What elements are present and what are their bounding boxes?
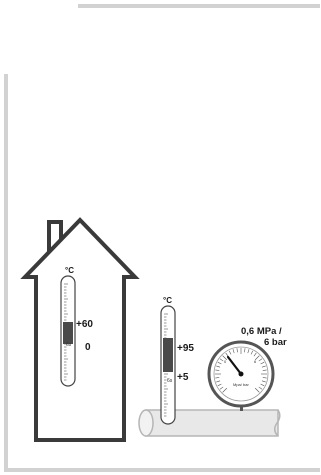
frame (4, 4, 320, 472)
pressure-gauge-tick (215, 377, 220, 379)
pressure-gauge-dial-unit: Mpa/ bar (233, 382, 249, 387)
pressure-gauge-tick (219, 386, 224, 390)
pressure-gauge-needle (226, 355, 243, 376)
pipe (138, 409, 281, 437)
pipe-thermometer-range-high: +95 (177, 343, 194, 354)
pressure-gauge-tick (260, 383, 265, 387)
pipe-thermometer-unit: °C (163, 296, 172, 305)
pressure-gauge-tick (225, 352, 229, 357)
house-thermometer-range-band (63, 322, 73, 344)
frame-left-bar (4, 74, 8, 472)
pressure-gauge: 0,6 MPa / 6 bar 0 6 Mpa/ bar (207, 326, 287, 411)
house-thermometer-range-low: 0 (85, 342, 91, 353)
pressure-gauge-tick (247, 349, 250, 354)
pressure-gauge-scale-high: 6 (254, 359, 257, 364)
pressure-gauge-tick (258, 386, 263, 390)
house-thermometer-range-high: +60 (76, 319, 93, 330)
pressure-gauge-tick (228, 350, 232, 355)
pressure-gauge-tick (232, 349, 235, 354)
pressure-gauge-tick (260, 361, 265, 365)
frame-top-bar (78, 4, 320, 8)
pressure-gauge-tick (217, 361, 222, 365)
pressure-gauge-tick (222, 387, 228, 393)
pressure-gauge-hub (238, 371, 244, 377)
pressure-gauge-tick (216, 380, 221, 383)
pipe-break-right (274, 409, 281, 437)
pressure-gauge-scale-low: 0 (224, 359, 227, 364)
pressure-gauge-rating-line2: 6 bar (264, 337, 287, 348)
house-thermometer-marking: 6s (66, 342, 72, 348)
pressure-gauge-tick (219, 358, 224, 362)
pressure-gauge-tick (250, 350, 254, 355)
pressure-gauge-tick (216, 365, 221, 368)
pressure-gauge-tick (215, 369, 220, 371)
frame-bottom-bar (4, 468, 320, 472)
pressure-gauge-tick (254, 355, 260, 361)
pressure-gauge-tick (262, 369, 267, 371)
pressure-gauge-rating-line1: 0,6 MPa / (241, 326, 282, 337)
pipe-end-left (138, 409, 154, 437)
pressure-gauge-tick (261, 380, 266, 383)
pressure-gauge-tick (261, 365, 266, 368)
pressure-gauge-tick (253, 352, 257, 357)
pressure-gauge-tick (254, 387, 260, 393)
pipe-thermometer: °C 6s +95 +5 (160, 296, 194, 425)
pressure-gauge-tick (217, 383, 222, 387)
pressure-gauge-tick (258, 358, 263, 362)
pipe-thermometer-range-band (163, 338, 173, 372)
pressure-gauge-ticks (215, 348, 267, 393)
pressure-gauge-tick (262, 377, 267, 379)
house-thermometer-unit: °C (65, 266, 74, 275)
pressure-gauge-tick (236, 348, 238, 353)
pipe-thermometer-range-low: +5 (177, 372, 189, 383)
house-thermometer: °C 6s +60 0 (60, 266, 93, 387)
pressure-gauge-tick (222, 355, 228, 361)
pressure-gauge-tick (244, 348, 246, 353)
house (20, 217, 140, 442)
pipe-thermometer-marking: 6s (167, 378, 173, 384)
house-outline (20, 217, 140, 442)
